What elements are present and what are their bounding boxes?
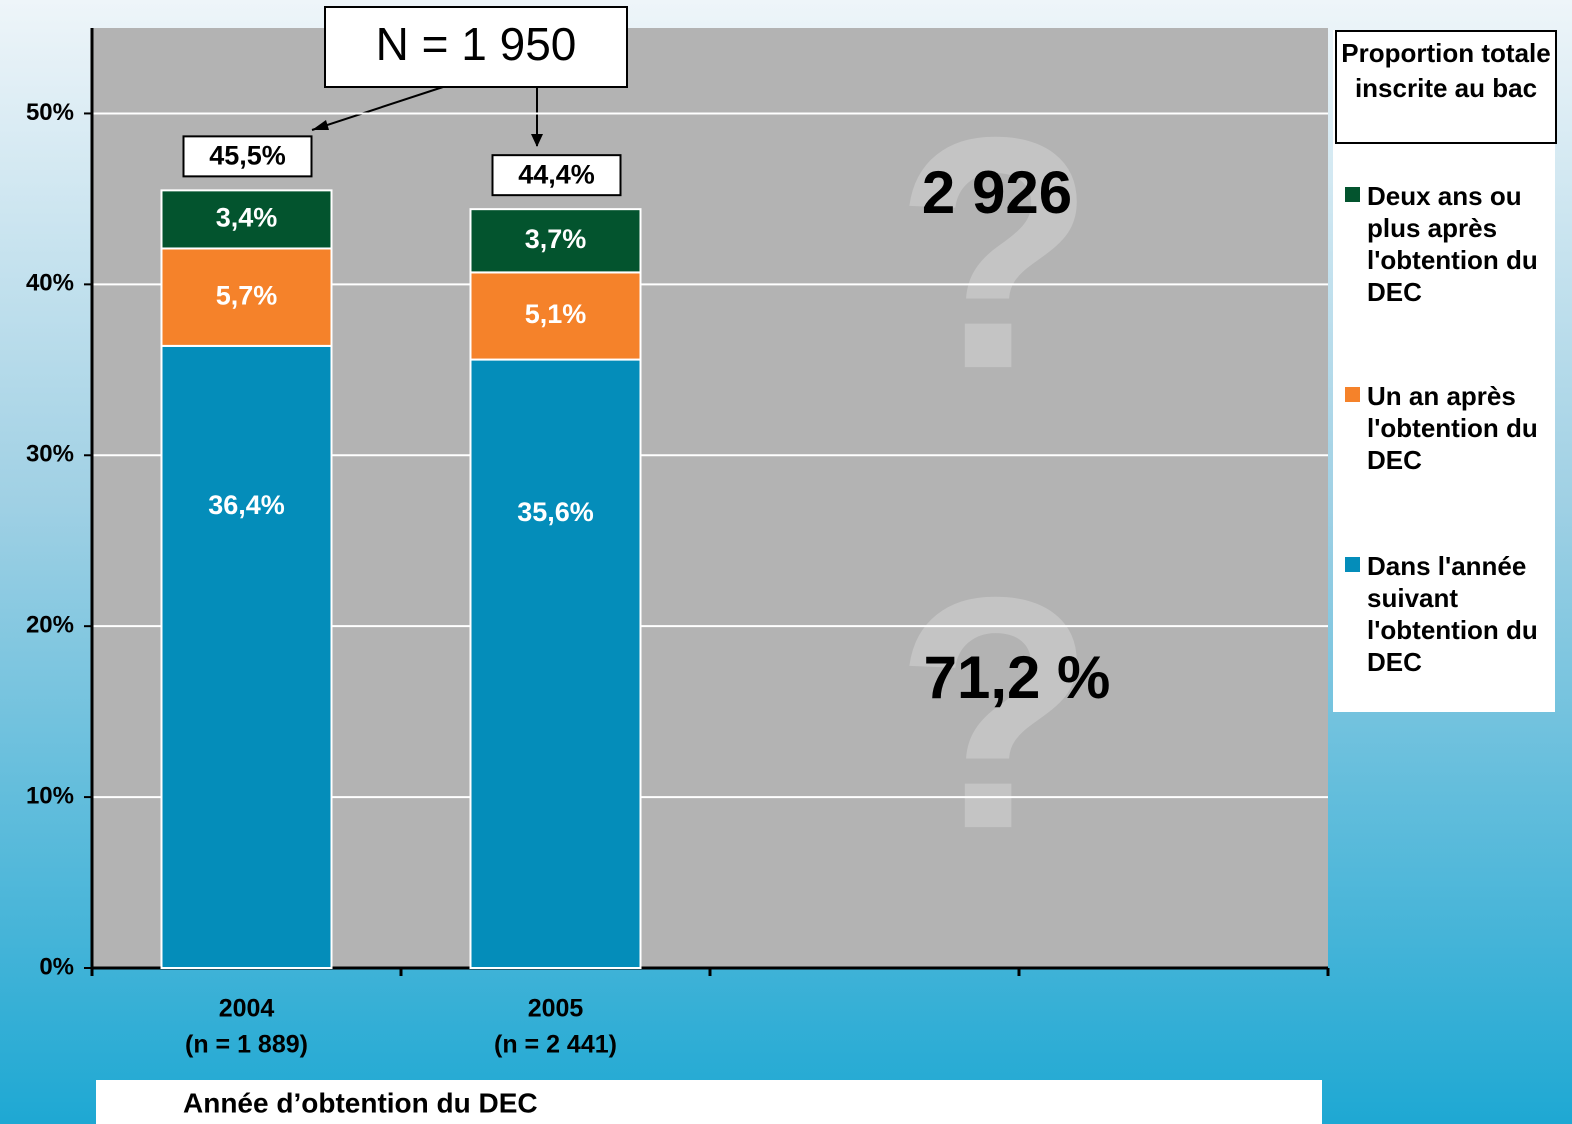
legend-label: Un an après l'obtention du DEC <box>1367 381 1538 475</box>
value-label: 3,4% <box>216 203 278 233</box>
annotation: 2 926 <box>922 159 1072 226</box>
x-label-box <box>96 1080 1322 1124</box>
value-label: 36,4% <box>208 490 285 520</box>
bar-segment <box>160 189 333 250</box>
legend-item: Un an après l'obtention du DEC <box>1345 380 1557 476</box>
arrow-head <box>531 134 543 147</box>
value-label: 3,7% <box>525 224 587 254</box>
legend: Proportion totale inscrite au bac Dans l… <box>1333 30 1557 712</box>
x-tick-note: (n = 2 441) <box>494 1031 617 1059</box>
y-tick-label: 40% <box>26 270 74 297</box>
legend-title: Proportion totale inscrite au bac <box>1335 30 1557 144</box>
bar-segment <box>160 247 333 347</box>
y-tick-label: 30% <box>26 441 74 468</box>
y-tick-label: 10% <box>26 782 74 809</box>
value-label: 5,1% <box>525 299 587 329</box>
total-box <box>491 154 622 197</box>
legend-swatch <box>1345 387 1360 402</box>
legend-label: Dans l'année suivant l'obtention du DEC <box>1367 551 1538 677</box>
y-tick-label: 20% <box>26 612 74 639</box>
value-label: 35,6% <box>517 497 594 527</box>
arrow <box>311 86 444 131</box>
total-label: 45,5% <box>209 140 286 170</box>
x-axis-label: Année d’obtention du DEC <box>183 1087 538 1118</box>
legend-item: Dans l'année suivant l'obtention du DEC <box>1345 550 1557 678</box>
bar-segment <box>469 208 642 274</box>
y-tick-label: 0% <box>39 953 74 980</box>
bar-segment <box>469 271 642 361</box>
legend-label: Deux ans ou plus après l'obtention du DE… <box>1367 181 1538 307</box>
legend-swatch <box>1345 557 1360 572</box>
bar-segment <box>160 344 333 969</box>
legend-item: Deux ans ou plus après l'obtention du DE… <box>1345 180 1557 308</box>
y-tick-label: 50% <box>26 99 74 126</box>
x-tick-label: 2005 <box>528 995 584 1023</box>
annotation: N = 1 950 <box>376 18 577 70</box>
annotation: 71,2 % <box>924 644 1111 711</box>
x-tick-label: 2004 <box>219 995 275 1023</box>
value-label: 5,7% <box>216 280 278 310</box>
decoration: ? <box>894 68 1096 437</box>
annotation-box <box>324 6 628 88</box>
total-label: 44,4% <box>518 159 595 189</box>
bar-segment <box>469 358 642 969</box>
total-box <box>182 135 313 178</box>
legend-swatch <box>1345 187 1360 202</box>
arrow-head <box>312 120 329 130</box>
x-tick-note: (n = 1 889) <box>185 1031 308 1059</box>
decoration: ? <box>894 528 1096 897</box>
